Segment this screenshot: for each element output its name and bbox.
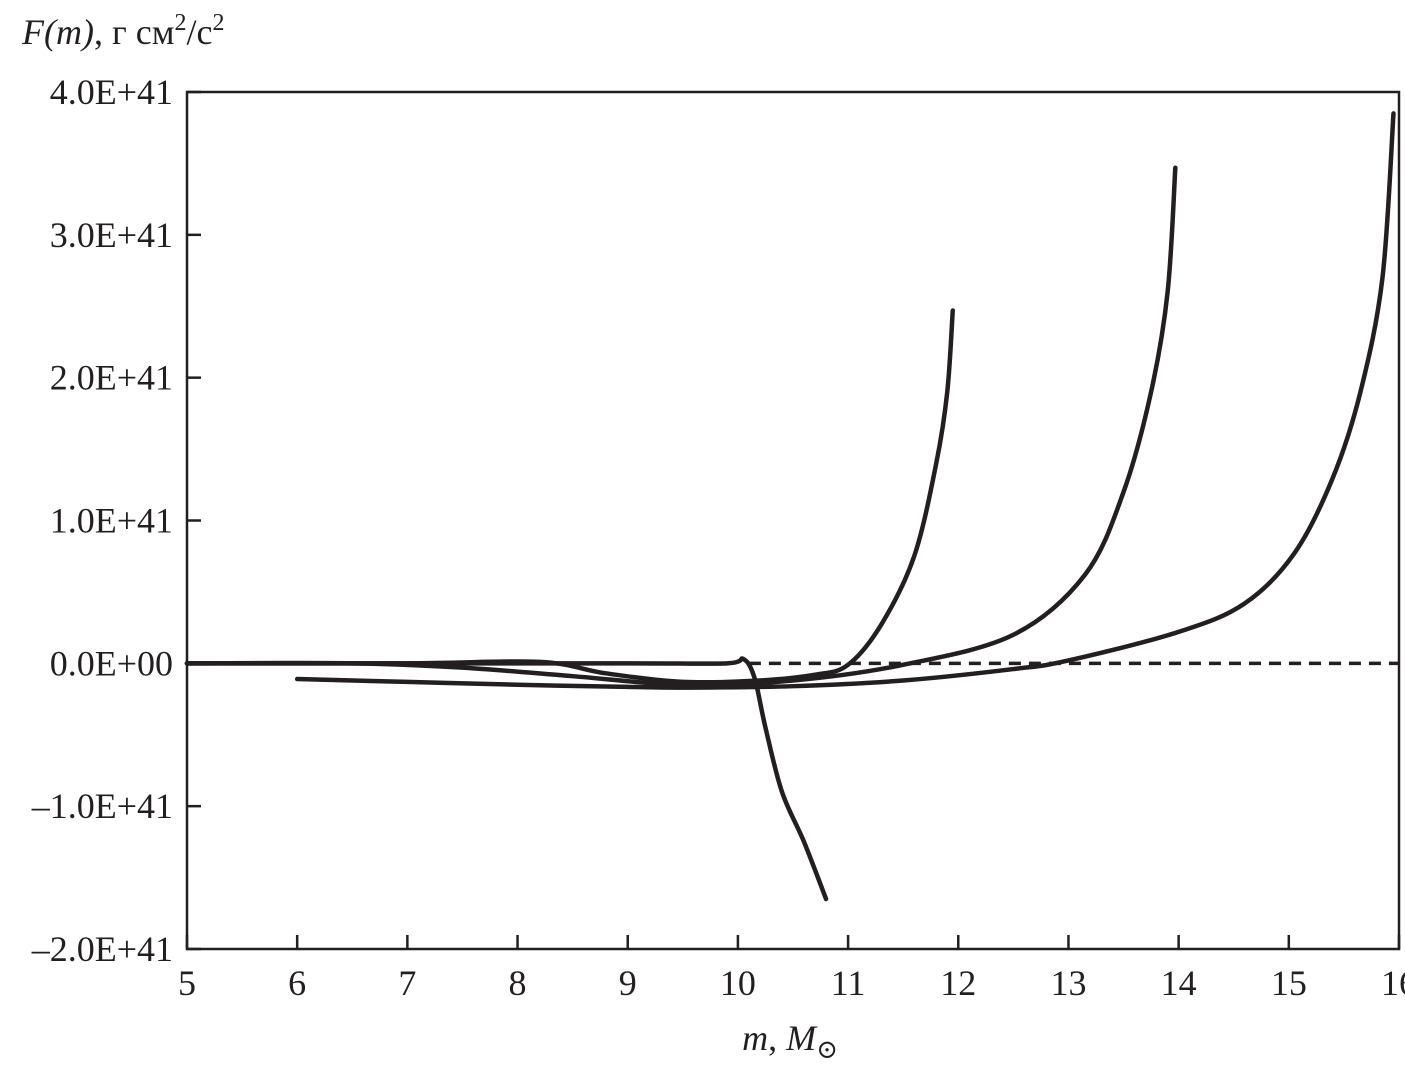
y-tick-label: 2.0E+41 — [50, 358, 173, 398]
x-tick-label: 6 — [288, 963, 306, 1003]
x-tick-label: 15 — [1271, 963, 1307, 1003]
x-title-unit: M — [785, 1018, 818, 1058]
y-tick-label: –1.0E+41 — [31, 786, 173, 826]
y-axis-title: F(m), г см2/с2 — [21, 10, 224, 52]
x-axis-title: m, M⊙ — [742, 1018, 838, 1064]
x-tick-label: 12 — [940, 963, 976, 1003]
x-tick-label: 13 — [1050, 963, 1086, 1003]
series-curve-3 — [184, 165, 1178, 688]
y-tick-label: –2.0E+41 — [31, 929, 173, 969]
series-curve-2 — [184, 308, 956, 685]
x-title-var: m — [742, 1018, 768, 1058]
x-tick-label: 9 — [619, 963, 637, 1003]
x-title-sep: , — [768, 1018, 786, 1058]
series-curve-1 — [184, 656, 829, 902]
y-tick-label: 3.0E+41 — [50, 215, 173, 255]
x-tick-label: 14 — [1161, 963, 1197, 1003]
x-tick-label: 11 — [831, 963, 866, 1003]
svg-text:m, M⊙: m, M⊙ — [742, 1018, 838, 1064]
y-title-slash: /с — [187, 12, 213, 52]
x-tick-label: 5 — [178, 963, 196, 1003]
y-title-main: F(m) — [21, 12, 94, 52]
x-tick-label: 16 — [1381, 963, 1405, 1003]
series-curve-4 — [294, 111, 1396, 690]
y-tick-label: 1.0E+41 — [50, 501, 173, 541]
y-title-sup2: 2 — [212, 10, 224, 36]
x-tick-label: 8 — [509, 963, 527, 1003]
svg-text:F(m), г см2/с2: F(m), г см2/с2 — [21, 10, 224, 52]
y-title-units: , г см — [94, 12, 175, 52]
y-tick-label: 0.0E+00 — [50, 643, 173, 683]
y-tick-label: 4.0E+41 — [50, 72, 173, 112]
x-tick-label: 7 — [398, 963, 416, 1003]
x-title-sub: ⊙ — [816, 1035, 838, 1064]
x-tick-label: 10 — [720, 963, 756, 1003]
y-title-sup1: 2 — [175, 10, 187, 36]
